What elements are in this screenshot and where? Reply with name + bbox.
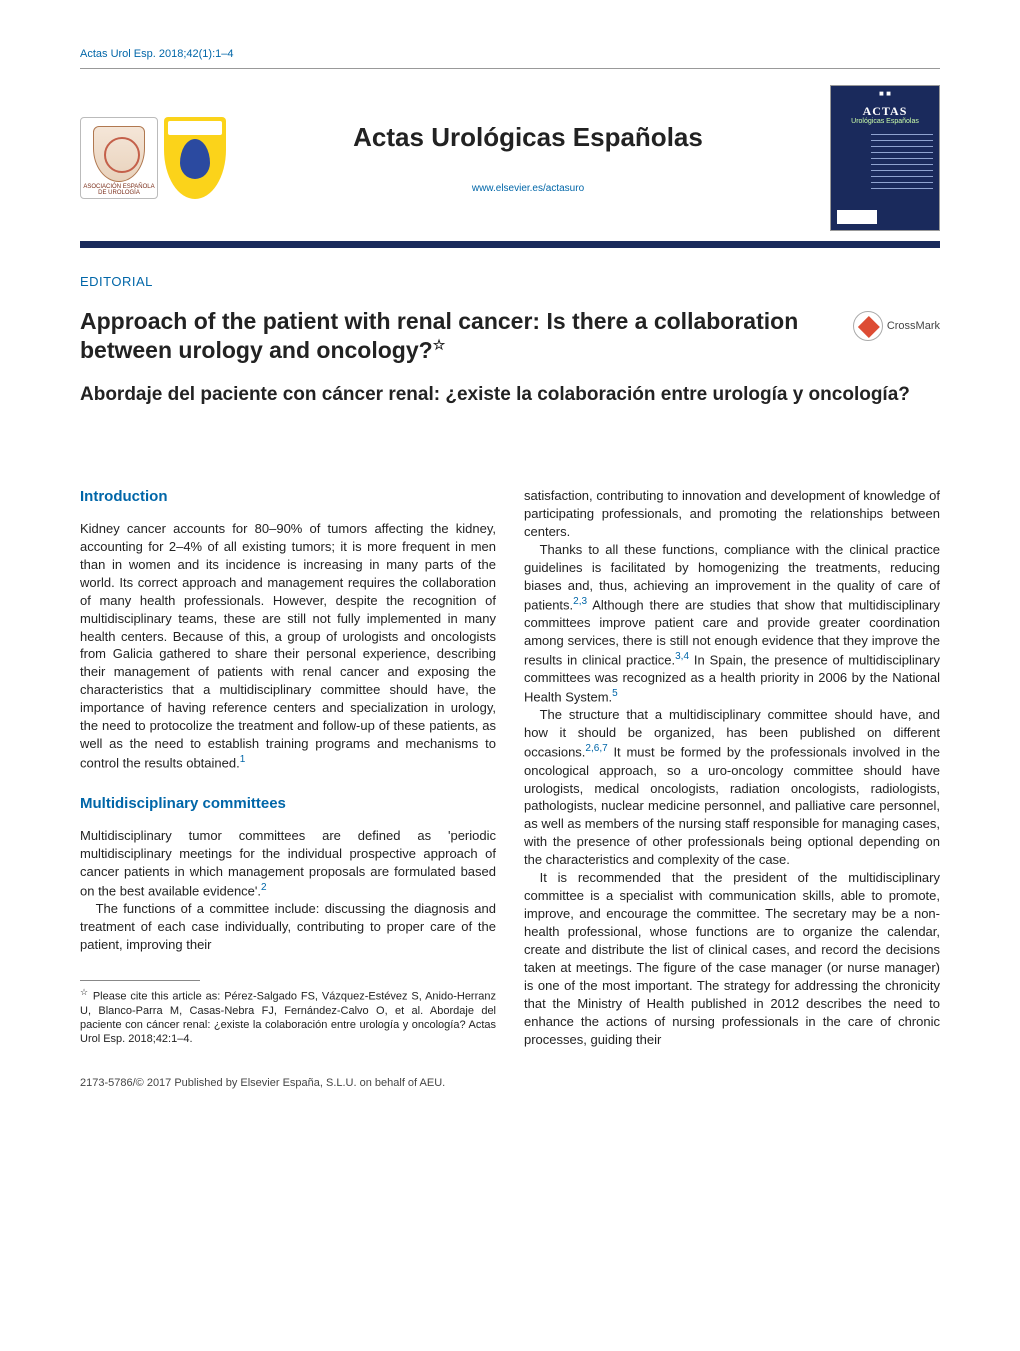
citation-footnote: ☆ Please cite this article as: Pérez-Sal… [80,987,496,1047]
section-label: EDITORIAL [80,274,940,289]
aeu-logo: ASOCIACIÓN ESPAÑOLA DE UROLOGÍA [80,117,158,199]
paragraph: Kidney cancer accounts for 80–90% of tum… [80,520,496,772]
copyright-line: 2173-5786/© 2017 Published by Elsevier E… [80,1077,940,1089]
heading-introduction: Introduction [80,487,496,508]
journal-banner: ASOCIACIÓN ESPAÑOLA DE UROLOGÍA Actas Ur… [80,73,940,239]
paragraph-text: Multidisciplinary tumor committees are d… [80,828,496,898]
brand-bar [80,241,940,248]
paragraph-text: It must be formed by the professionals i… [524,745,940,868]
journal-url[interactable]: www.elsevier.es/actasuro [236,183,820,194]
paragraph: Multidisciplinary tumor committees are d… [80,827,496,900]
paragraph: The structure that a multidisciplinary c… [524,706,940,869]
article-title-es: Abordaje del paciente con cáncer renal: … [80,383,940,408]
title-footnote-star: ☆ [433,336,446,352]
paragraph: satisfaction, contributing to innovation… [524,487,940,541]
cau-logo [164,117,226,199]
journal-title-block: Actas Urológicas Españolas www.elsevier.… [226,122,830,194]
paragraph-text: Kidney cancer accounts for 80–90% of tum… [80,521,496,771]
paragraph: It is recommended that the president of … [524,869,940,1048]
crossmark-button[interactable]: CrossMark [853,311,940,341]
ref-link[interactable]: 3,4 [675,651,689,662]
paragraph: The functions of a committee include: di… [80,900,496,954]
ref-link[interactable]: 2,6,7 [585,743,607,754]
crossmark-icon [853,311,883,341]
body-columns: Introduction Kidney cancer accounts for … [80,487,940,1048]
society-logos: ASOCIACIÓN ESPAÑOLA DE UROLOGÍA [80,117,226,199]
footnote-star-icon: ☆ [80,987,89,997]
ref-link[interactable]: 5 [612,688,618,699]
heading-multidisciplinary: Multidisciplinary committees [80,794,496,815]
footnote-text: Please cite this article as: Pérez-Salga… [80,991,496,1046]
ref-link[interactable]: 2 [261,882,267,893]
aeu-logo-text-2: DE UROLOGÍA [98,190,140,196]
ref-link[interactable]: 1 [240,754,246,765]
cover-subtitle: Urológicas Españolas [835,118,935,125]
ref-link[interactable]: 2,3 [573,596,587,607]
running-header: Actas Urol Esp. 2018;42(1):1–4 [80,48,940,60]
paragraph: Thanks to all these functions, complianc… [524,541,940,706]
article-title-en: Approach of the patient with renal cance… [80,307,833,365]
footnote-separator [80,980,200,981]
journal-cover-thumb: ■ ■ ACTAS Urológicas Españolas [830,85,940,231]
journal-name: Actas Urológicas Españolas [236,122,820,153]
crossmark-label: CrossMark [887,320,940,332]
cover-title: ACTAS [835,104,935,119]
divider [80,68,940,69]
